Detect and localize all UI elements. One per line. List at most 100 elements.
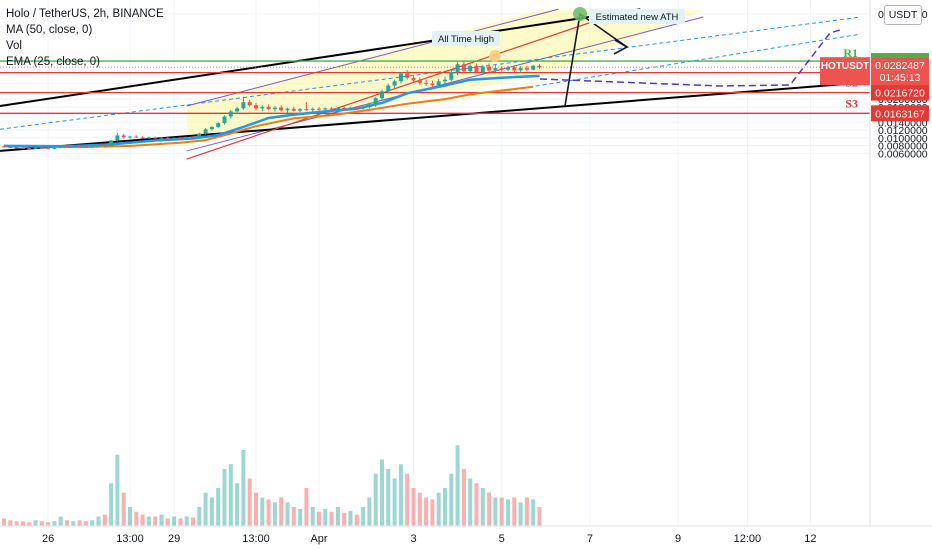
- volume-bar: [216, 488, 221, 526]
- candle-body: [65, 146, 69, 148]
- time-tick-label: 3: [410, 533, 416, 545]
- volume-bar: [235, 483, 240, 526]
- candle-body: [191, 137, 195, 139]
- time-axis-bg: [0, 526, 932, 550]
- candle-body: [474, 65, 479, 72]
- volume-bar: [317, 511, 321, 526]
- candle-body: [96, 145, 101, 147]
- candle-body: [235, 108, 240, 112]
- candle-body: [411, 77, 416, 81]
- volume-bar: [140, 514, 145, 526]
- target-marker: [573, 7, 587, 21]
- candle-body: [487, 66, 492, 71]
- target-label-box: [589, 9, 685, 24]
- projection-arrowhead: [613, 39, 629, 55]
- volume-bar: [96, 516, 101, 526]
- currency-button[interactable]: USDT: [884, 5, 922, 25]
- volume-bar: [298, 508, 303, 526]
- ema-legend[interactable]: EMA (25, close, 0): [6, 56, 100, 68]
- candle-body: [121, 135, 126, 138]
- candle-body: [102, 145, 107, 147]
- volume-bar: [134, 511, 139, 526]
- horizontal-levels: R1S1S2S3: [0, 46, 870, 114]
- candle-body: [361, 106, 366, 109]
- candle-body: [373, 98, 378, 105]
- candle-body: [367, 104, 372, 107]
- candle-body: [216, 123, 221, 127]
- volume-bar: [191, 517, 195, 526]
- time-axis[interactable]: [0, 525, 932, 550]
- volume-bar: [386, 469, 391, 526]
- volume-bar: [228, 464, 233, 526]
- ath-marker: [489, 50, 501, 62]
- candle-body: [260, 106, 265, 109]
- volume-bar: [348, 510, 353, 526]
- volume-bar: [506, 499, 510, 526]
- candle-body: [436, 81, 441, 86]
- volume-bar: [83, 521, 88, 526]
- volume-bar: [430, 499, 435, 526]
- lower-trend-line: [0, 81, 871, 152]
- vol-legend[interactable]: Vol: [6, 40, 22, 52]
- candle-body: [222, 116, 227, 124]
- candle-body: [461, 64, 466, 72]
- candle-body: [46, 148, 51, 150]
- volume-bar: [405, 473, 410, 526]
- price-tick-label: 0.0100000: [878, 133, 928, 145]
- candle-body: [52, 147, 57, 149]
- volume-bar: [380, 459, 384, 526]
- time-tick-label: 26: [42, 533, 54, 545]
- symbol-title[interactable]: Holo / TetherUS, 2h, BINANCE: [6, 8, 164, 20]
- time-tick-label: 13:00: [116, 533, 144, 545]
- volume-bar: [455, 445, 460, 526]
- candle-body: [159, 137, 164, 139]
- price-tick-label: 0.0120000: [878, 125, 928, 137]
- candle-body: [90, 146, 95, 148]
- volume-bar: [165, 518, 170, 526]
- candle-body: [518, 68, 523, 71]
- ath-label-box: [432, 31, 500, 46]
- volume-bar: [461, 469, 466, 526]
- last-price-bg: [871, 57, 929, 86]
- ma50-line: [3, 74, 540, 148]
- volume-bar: [398, 464, 403, 526]
- volume-bar: [518, 502, 523, 526]
- volume-bar: [279, 497, 284, 526]
- candle-body: [310, 108, 315, 110]
- chart-legend: Holo / TetherUS, 2h, BINANCE MA (50, clo…: [6, 6, 164, 70]
- volume-bar: [537, 507, 542, 526]
- candle-body: [178, 137, 183, 139]
- volume-bar: [71, 521, 76, 526]
- volume-bar: [424, 497, 429, 526]
- candle-body: [140, 137, 145, 139]
- ma-legend[interactable]: MA (50, close, 0): [6, 24, 93, 36]
- candle-body: [392, 81, 397, 86]
- candle-body: [317, 108, 321, 110]
- volume-bar: [46, 522, 51, 526]
- candle-body: [386, 85, 391, 92]
- candle-body: [228, 111, 233, 117]
- time-tick-label: 5: [499, 533, 505, 545]
- time-tick-label: 29: [168, 533, 180, 545]
- volume-bar: [27, 522, 32, 526]
- volume-bar: [52, 521, 57, 526]
- candle-body: [323, 108, 328, 110]
- volume-bar: [203, 492, 208, 526]
- last-price-label: 0.0282487: [875, 60, 925, 72]
- candle-body: [153, 137, 158, 139]
- volume-bar: [146, 516, 151, 526]
- ath-label: All Time High: [438, 34, 494, 45]
- candle-body: [203, 129, 208, 134]
- volume-bars: [2, 445, 542, 526]
- volume-bar: [172, 516, 177, 526]
- candle-body: [449, 71, 454, 80]
- volume-bar: [222, 469, 227, 526]
- trend-lines: [0, 8, 871, 160]
- volume-bar: [310, 507, 315, 526]
- volume-bar: [487, 492, 492, 526]
- candle-body: [241, 102, 246, 109]
- level-tag-price: 0.0216720: [875, 88, 925, 100]
- candle-body: [8, 147, 13, 149]
- volume-bar: [2, 518, 6, 526]
